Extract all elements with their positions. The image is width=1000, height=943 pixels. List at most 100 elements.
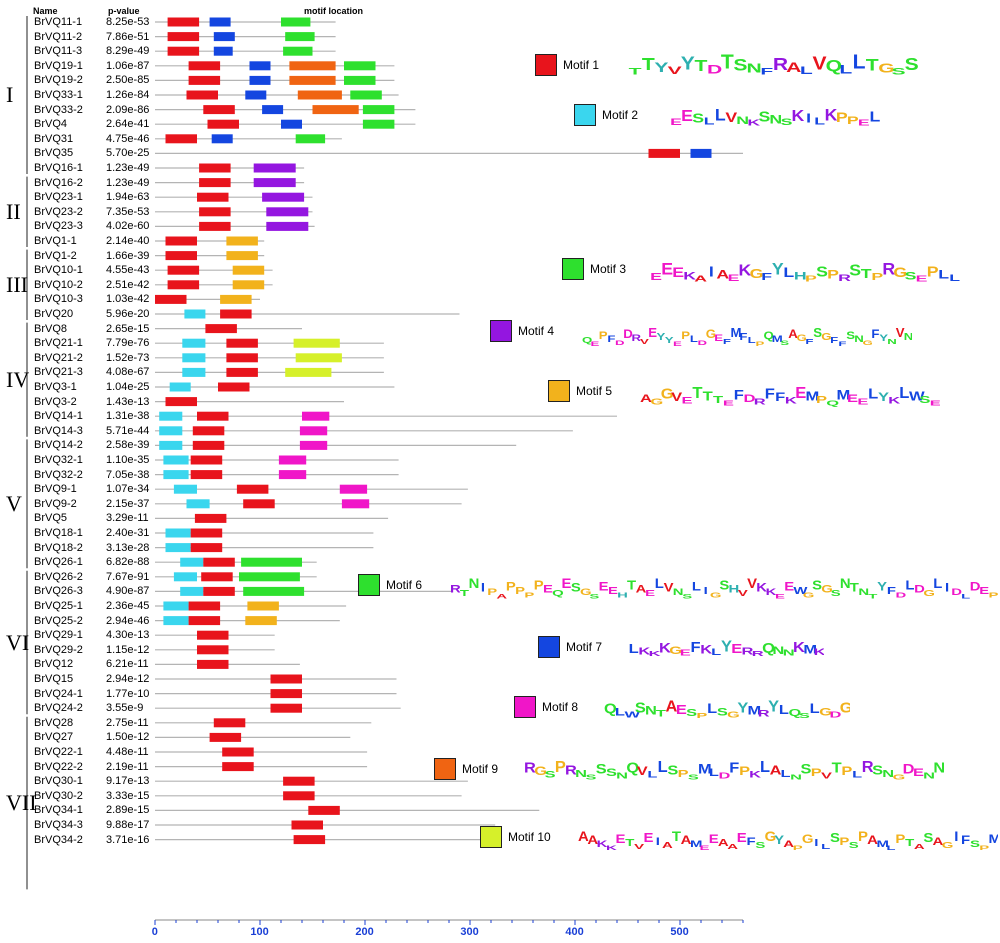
motif-label: Motif 2 xyxy=(602,108,639,122)
motif-box-2 xyxy=(213,32,235,42)
sequence-logo: EEEKA I AEKGFYLHPSPRSTPRGSEPLL xyxy=(650,259,960,284)
gene-pvalue: 3.55e-9 xyxy=(106,702,144,715)
gene-pvalue: 2.09e-86 xyxy=(106,103,150,116)
gene-pvalue: 4.90e-87 xyxy=(106,585,150,598)
motif-box-4 xyxy=(266,221,309,231)
motif-box-3 xyxy=(239,572,300,582)
gene-pvalue: 5.70e-25 xyxy=(106,147,150,160)
motif-box-c xyxy=(173,572,197,582)
motif-box-8 xyxy=(278,455,307,465)
motif-swatch xyxy=(548,380,570,402)
motif-box-5 xyxy=(226,236,258,246)
motif-box-4 xyxy=(253,178,296,188)
gene-pvalue: 1.10e-35 xyxy=(106,454,150,466)
motif-box-6 xyxy=(281,17,311,27)
gene-name: BrVQ9-1 xyxy=(34,483,77,496)
motif-box-1 xyxy=(308,805,340,815)
gene-name: BrVQ24-2 xyxy=(34,702,83,715)
gene-pvalue: 1.07e-34 xyxy=(106,483,150,496)
gene-name: BrVQ33-1 xyxy=(34,89,83,101)
gene-name: BrVQ18-2 xyxy=(34,541,83,554)
gene-name: BrVQ35 xyxy=(34,147,74,160)
gene-name: BrVQ23-1 xyxy=(34,191,83,204)
motif-box-1 xyxy=(165,236,197,246)
sequence-logo: TTYVYTDTSNFRALVQLLTGSS xyxy=(628,51,918,77)
motif-box-1 xyxy=(190,455,223,465)
motif-box-8 xyxy=(341,499,370,509)
gene-name: BrVQ33-2 xyxy=(34,103,83,116)
gene-name: BrVQ10-2 xyxy=(34,278,83,291)
gene-name: BrVQ19-2 xyxy=(34,74,83,87)
motif-box-1 xyxy=(201,572,233,582)
motif-box-c xyxy=(163,601,189,611)
motif-box-1 xyxy=(203,557,235,567)
motif-box-5 xyxy=(220,294,252,304)
motif-box-6 xyxy=(350,90,382,100)
motif-box-1 xyxy=(165,397,197,407)
gene-pvalue: 2.65e-15 xyxy=(106,322,150,335)
motif-box-c xyxy=(165,543,191,553)
sequence-logo: AGGVETTTEFDRFFKEMPQMEELYKLWSE xyxy=(640,383,940,408)
motif-box-9 xyxy=(312,105,359,115)
motif-box-2 xyxy=(213,46,233,56)
motif-label: Motif 6 xyxy=(386,578,423,592)
gene-pvalue: 9.88e-17 xyxy=(106,819,150,831)
motif-swatch xyxy=(562,258,584,280)
gene-pvalue: 2.64e-41 xyxy=(106,118,150,131)
gene-pvalue: 2.89e-15 xyxy=(106,804,150,817)
motif-box-c xyxy=(173,484,197,494)
gene-name: BrVQ34-3 xyxy=(34,819,83,831)
gene-pvalue: 1.77e-10 xyxy=(106,687,150,700)
motif-box-1 xyxy=(209,732,242,742)
motif-box-6 xyxy=(362,119,395,129)
group-label: I xyxy=(6,82,14,107)
gene-pvalue: 7.05e-38 xyxy=(106,468,150,481)
gene-pvalue: 2.40e-31 xyxy=(106,527,150,539)
sequence-logo: AAKKETVE I ATAMEEAAEFSGYAPG I LSPSPAMLPTASAG… xyxy=(578,828,998,852)
motif-box-c xyxy=(159,440,183,450)
motif-box-c xyxy=(180,557,204,567)
axis-tick-label: 0 xyxy=(151,926,158,938)
motif-box-3 xyxy=(241,557,302,567)
motif-box-8 xyxy=(339,484,368,494)
motif-box-1 xyxy=(270,689,302,699)
motif-box-1 xyxy=(190,528,223,538)
motif-box-1 xyxy=(165,251,197,261)
gene-name: BrVQ9-2 xyxy=(34,497,77,510)
sequence-logo: RTN I PAPPPPEQESGSEEHTAELVNSL I GSHVVKKEEWGS… xyxy=(450,576,998,601)
motif-swatch xyxy=(480,826,502,848)
gene-pvalue: 1.03e-42 xyxy=(106,293,150,306)
motif-box-c xyxy=(163,455,189,465)
gene-name: BrVQ10-1 xyxy=(34,264,83,277)
motif-box-2 xyxy=(211,134,233,144)
motif-box-1 xyxy=(167,265,200,275)
gene-pvalue: 2.94e-12 xyxy=(106,673,150,685)
motif-legend-entry: Motif 8 xyxy=(514,696,578,718)
group-label: II xyxy=(6,198,21,224)
gene-name: BrVQ14-3 xyxy=(34,424,83,437)
gene-name: BrVQ26-3 xyxy=(34,585,83,598)
motif-box-10 xyxy=(285,367,332,377)
gene-name: BrVQ12 xyxy=(34,658,74,671)
motif-box-2 xyxy=(249,61,271,71)
motif-box-1 xyxy=(167,280,200,290)
gene-pvalue: 4.75e-46 xyxy=(106,132,150,145)
motif-box-1 xyxy=(207,119,239,129)
motif-label: Motif 3 xyxy=(590,262,627,276)
gene-pvalue: 4.30e-13 xyxy=(106,629,150,642)
gene-pvalue: 3.71e-16 xyxy=(106,833,150,846)
gene-pvalue: 2.15e-37 xyxy=(106,497,150,510)
gene-pvalue: 6.82e-88 xyxy=(106,556,150,569)
gene-name: BrVQ30-2 xyxy=(34,789,83,802)
motif-box-8 xyxy=(299,426,328,436)
motif-box-1 xyxy=(190,543,223,553)
motif-legend-entry: Motif 7 xyxy=(538,636,602,658)
motif-swatch xyxy=(514,696,536,718)
gene-name: BrVQ15 xyxy=(34,673,74,685)
group-label: III xyxy=(6,271,28,297)
gene-name: BrVQ25-2 xyxy=(34,614,83,627)
gene-name: BrVQ8 xyxy=(34,322,68,335)
gene-pvalue: 6.21e-11 xyxy=(106,658,149,671)
gene-name: BrVQ27 xyxy=(34,731,74,744)
